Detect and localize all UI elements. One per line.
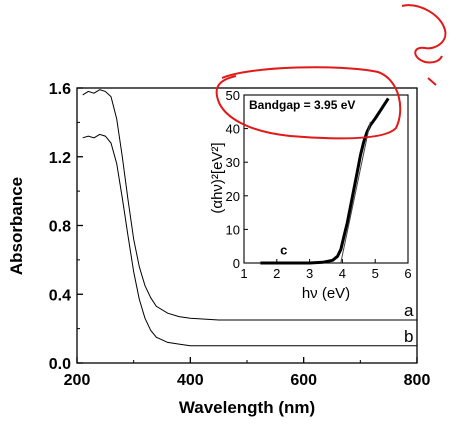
inset-x-tick-label: 3 (306, 266, 313, 281)
inset-x-tick-label: 2 (273, 266, 280, 281)
inset-series-label-c: c (280, 243, 287, 258)
red-question-mark-scribble (401, 4, 447, 64)
main-series-line-b (82, 133, 417, 347)
red-highlight-ellipse (215, 66, 402, 140)
inset-y-tick-label: 10 (226, 222, 240, 237)
inset-x-tick-label: 5 (372, 266, 379, 281)
inset-y-tick-label: 40 (226, 122, 240, 137)
inset-y-tick-label: 50 (226, 88, 240, 103)
main-x-tick-label: 400 (177, 372, 204, 389)
inset-x-tick-label: 6 (404, 266, 411, 281)
inset-bandgap-annotation: Bandgap = 3.95 eV (249, 98, 355, 112)
main-x-tick-label: 200 (64, 372, 91, 389)
inset-y-axis-title: (αhν)²[eV²] (209, 142, 226, 213)
main-y-tick-label: 0.8 (49, 219, 71, 236)
inset-y-tick-label: 30 (226, 155, 240, 170)
red-question-mark-dot (427, 77, 437, 86)
inset-y-tick-label: 0 (233, 256, 240, 271)
main-x-axis-title: Wavelength (nm) (179, 398, 315, 417)
inset-plot-frame (243, 94, 409, 264)
main-y-tick-label: 0.0 (49, 356, 71, 373)
inset-fit-line (340, 121, 371, 264)
inset-x-tick-label: 1 (240, 266, 247, 281)
main-y-tick-label: 1.6 (49, 81, 71, 98)
main-x-tick-label: 600 (290, 372, 317, 389)
main-series-label-b: b (404, 327, 413, 346)
inset-x-tick-label: 4 (339, 266, 346, 281)
main-x-tick-label: 800 (404, 372, 431, 389)
main-series-label-a: a (404, 301, 414, 320)
main-series-line-a (82, 89, 417, 321)
inset-x-axis-title: hν (eV) (302, 285, 350, 302)
main-y-tick-label: 1.2 (49, 150, 71, 167)
inset-y-tick-label: 20 (226, 189, 240, 204)
main-y-axis-title: Absorbance (7, 177, 26, 275)
main-y-tick-label: 0.4 (49, 287, 71, 304)
